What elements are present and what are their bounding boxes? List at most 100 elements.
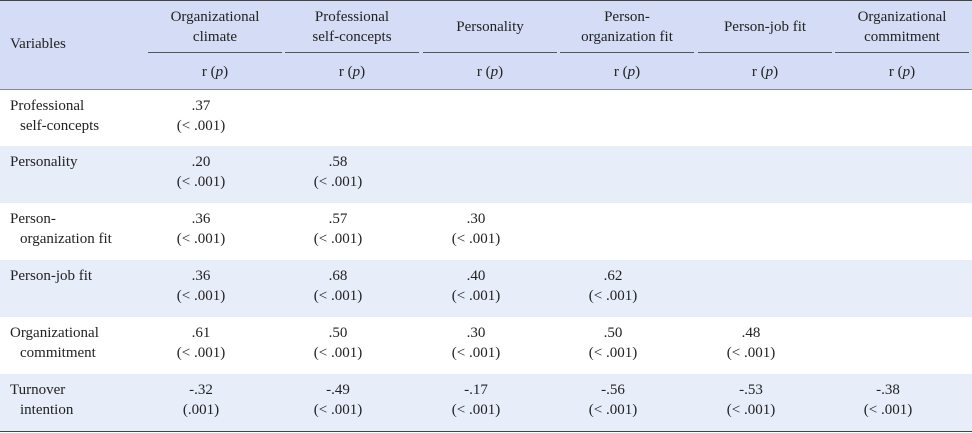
r-value: .48 (741, 325, 761, 341)
p-value: (< .001) (176, 174, 226, 190)
p-value: (< .001) (176, 118, 226, 134)
r-value: -.38 (876, 382, 900, 398)
row-label-line: intention (20, 402, 74, 418)
header-line: organization fit (581, 29, 673, 45)
r-value: .30 (466, 211, 486, 227)
cell: -.32 (.001) (134, 380, 268, 420)
header-line: Person- (604, 9, 650, 25)
r-value: .36 (191, 211, 211, 227)
cell: .20 (< .001) (134, 152, 268, 192)
column-header: Professional self-concepts (285, 7, 419, 47)
sub-header-text: ) (773, 64, 779, 80)
row-label-line: organization fit (20, 231, 112, 247)
cell: .36 (< .001) (134, 209, 268, 249)
row-label: Organizational commitment (10, 323, 99, 363)
p-value: (< .001) (313, 345, 363, 361)
row-label: Person-job fit (10, 266, 92, 286)
cell: -.53 (< .001) (684, 380, 818, 420)
sub-header: r (p) (285, 62, 419, 82)
cell: -.56 (< .001) (546, 380, 680, 420)
header-underline (423, 52, 557, 53)
p-value: (.001) (182, 402, 220, 418)
column-header: Person-job fit (698, 17, 832, 37)
header-line: Personality (456, 19, 524, 35)
row-label: Turnover intention (10, 380, 73, 420)
r-value: -.53 (739, 382, 763, 398)
r-value: .50 (328, 325, 348, 341)
p-value: (< .001) (588, 345, 638, 361)
cell: .37 (< .001) (134, 96, 268, 136)
r-value: .62 (603, 268, 623, 284)
sub-header-text: ) (223, 64, 229, 80)
cell: .40 (< .001) (409, 266, 543, 306)
cell: .58 (< .001) (271, 152, 405, 192)
header-line: Professional (314, 9, 390, 25)
row-band (0, 374, 972, 431)
sub-header-text: ) (635, 64, 641, 80)
sub-header-text: ) (910, 64, 916, 80)
p-value: (< .001) (588, 402, 638, 418)
p-value: (< .001) (313, 288, 363, 304)
row-label-line: Person- (10, 211, 56, 227)
p-value: (< .001) (451, 402, 501, 418)
cell: .61 (< .001) (134, 323, 268, 363)
column-header: Personality (423, 17, 557, 37)
p-value: (< .001) (176, 288, 226, 304)
r-value: -.49 (326, 382, 350, 398)
sub-header-italic: p (215, 64, 224, 80)
column-header: Person-organization fit (560, 7, 694, 47)
sub-header-text: r ( (476, 64, 491, 80)
header-line: commitment (864, 29, 940, 45)
p-value: (< .001) (313, 174, 363, 190)
row-band (0, 146, 972, 203)
sub-header: r (p) (835, 62, 969, 82)
column-header: Organizational commitment (835, 7, 969, 47)
p-value: (< .001) (863, 402, 913, 418)
cell: .48 (< .001) (684, 323, 818, 363)
p-value: (< .001) (176, 345, 226, 361)
r-value: .20 (191, 154, 211, 170)
sub-header: r (p) (698, 62, 832, 82)
header-line: Organizational (857, 9, 947, 25)
cell: -.49 (< .001) (271, 380, 405, 420)
header-rule (0, 89, 972, 90)
row-label: Person-organization fit (10, 209, 112, 249)
cell: .30 (< .001) (409, 323, 543, 363)
row-label-line: commitment (20, 345, 96, 361)
header-line: self-concepts (312, 29, 392, 45)
sub-header-italic: p (765, 64, 774, 80)
sub-header: r (p) (423, 62, 557, 82)
p-value: (< .001) (588, 288, 638, 304)
header-underline (560, 52, 694, 53)
p-value: (< .001) (313, 402, 363, 418)
cell: .36 (< .001) (134, 266, 268, 306)
row-label-line: Turnover (10, 382, 66, 398)
row-band (0, 260, 972, 317)
r-value: -.17 (464, 382, 488, 398)
p-value: (< .001) (313, 231, 363, 247)
row-label-line: Organizational (10, 325, 99, 341)
sub-header-text: r ( (613, 64, 628, 80)
p-value: (< .001) (176, 231, 226, 247)
p-value: (< .001) (726, 345, 776, 361)
p-value: (< .001) (451, 288, 501, 304)
sub-header-text: r ( (888, 64, 903, 80)
cell: .57 (< .001) (271, 209, 405, 249)
column-header: Organizational climate (148, 7, 282, 47)
sub-header-italic: p (352, 64, 361, 80)
header-line: Organizational (170, 9, 260, 25)
cell: -.38 (< .001) (821, 380, 955, 420)
cell: -.17 (< .001) (409, 380, 543, 420)
r-value: .57 (328, 211, 348, 227)
header-underline (835, 52, 969, 53)
p-value: (< .001) (451, 231, 501, 247)
p-value: (< .001) (451, 345, 501, 361)
cell: .62 (< .001) (546, 266, 680, 306)
header-line: climate (192, 29, 238, 45)
row-label-line: Professional (10, 98, 85, 114)
cell: .68 (< .001) (271, 266, 405, 306)
sub-header-text: r ( (751, 64, 766, 80)
row-label: Personality (10, 152, 78, 172)
row-label-line: Personality (10, 154, 78, 170)
